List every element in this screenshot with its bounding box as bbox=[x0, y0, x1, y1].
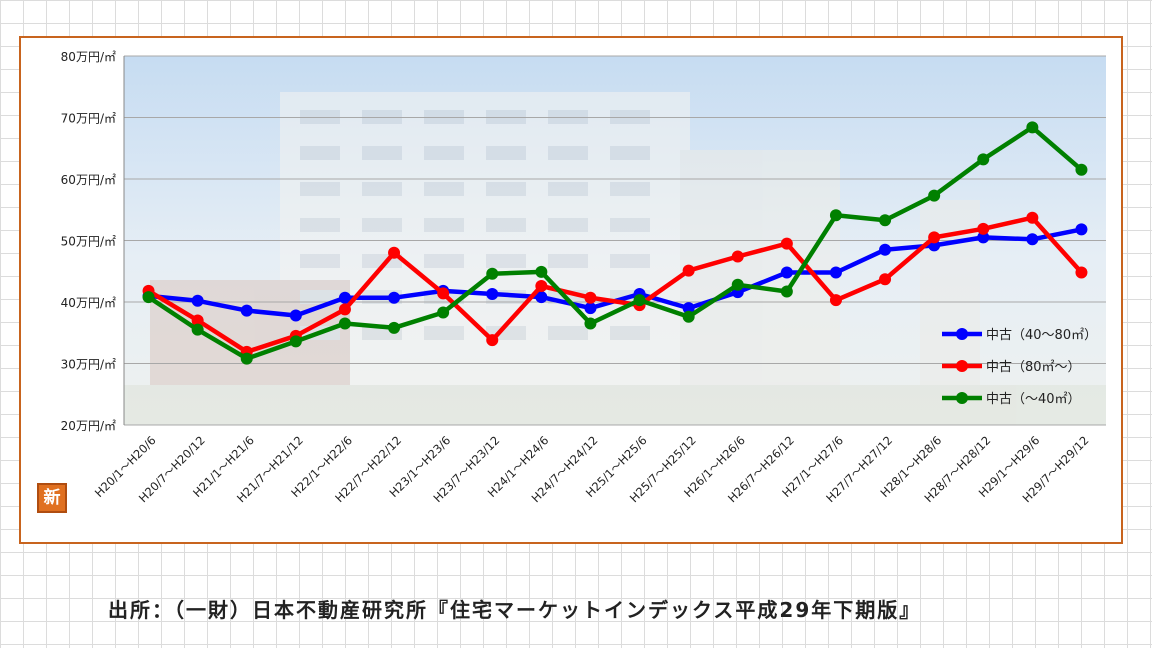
series-line-2 bbox=[147, 125, 1083, 361]
data-point bbox=[977, 153, 990, 166]
data-point bbox=[879, 273, 892, 286]
data-point bbox=[338, 303, 351, 316]
data-point bbox=[289, 309, 302, 322]
data-point bbox=[584, 291, 597, 304]
data-point bbox=[584, 302, 597, 315]
data-point bbox=[780, 285, 793, 298]
series-line-1 bbox=[147, 215, 1084, 355]
data-point bbox=[879, 243, 892, 256]
legend-marker bbox=[956, 392, 968, 404]
data-point bbox=[829, 266, 842, 279]
data-point bbox=[977, 222, 990, 235]
y-tick-label: 50万円/㎡ bbox=[61, 235, 116, 249]
data-point bbox=[142, 291, 155, 304]
legend-label: 中古（～40㎡） bbox=[986, 392, 1081, 407]
data-point bbox=[437, 306, 450, 319]
data-point bbox=[977, 231, 990, 244]
data-point bbox=[584, 317, 597, 330]
data-point bbox=[682, 264, 695, 277]
data-point bbox=[1075, 223, 1088, 236]
data-point bbox=[486, 334, 499, 347]
legend: 中古（40～80㎡） 中古（80㎡～） 中古（～40㎡） bbox=[942, 328, 1097, 407]
data-point bbox=[388, 246, 401, 259]
data-point bbox=[1026, 233, 1039, 246]
data-point bbox=[731, 250, 744, 263]
data-point bbox=[1075, 266, 1088, 279]
data-point bbox=[388, 291, 401, 304]
data-point bbox=[191, 294, 204, 307]
data-point bbox=[535, 291, 548, 304]
y-tick-label: 20万円/㎡ bbox=[61, 419, 116, 433]
data-point bbox=[682, 310, 695, 323]
data-point bbox=[780, 237, 793, 250]
data-point bbox=[191, 323, 204, 336]
data-point bbox=[437, 287, 450, 300]
y-tick-label: 40万円/㎡ bbox=[61, 296, 116, 310]
data-point bbox=[829, 209, 842, 222]
data-point bbox=[191, 314, 204, 327]
data-point bbox=[240, 352, 253, 365]
data-point bbox=[731, 278, 744, 291]
data-point bbox=[535, 280, 548, 293]
legend-marker bbox=[956, 360, 968, 372]
data-point bbox=[1026, 121, 1039, 134]
y-tick-label: 30万円/㎡ bbox=[61, 358, 116, 372]
y-tick-label: 70万円/㎡ bbox=[61, 112, 116, 126]
data-point bbox=[388, 321, 401, 334]
data-point bbox=[682, 302, 695, 315]
data-point bbox=[289, 335, 302, 348]
data-point bbox=[535, 265, 548, 278]
data-point bbox=[928, 189, 941, 202]
data-point bbox=[780, 266, 793, 279]
data-point bbox=[928, 231, 941, 244]
data-point bbox=[633, 294, 646, 307]
legend-label: 中古（80㎡～） bbox=[986, 360, 1081, 375]
data-point bbox=[338, 317, 351, 330]
legend-marker bbox=[956, 328, 968, 340]
data-point bbox=[829, 294, 842, 307]
data-point bbox=[240, 304, 253, 317]
data-point bbox=[1075, 163, 1088, 176]
y-tick-label: 80万円/㎡ bbox=[61, 50, 116, 64]
y-tick-label: 60万円/㎡ bbox=[61, 173, 116, 187]
legend-label: 中古（40～80㎡） bbox=[986, 328, 1097, 343]
logo-icon: 新 bbox=[37, 483, 67, 513]
data-point bbox=[486, 288, 499, 301]
data-point bbox=[338, 291, 351, 304]
data-point bbox=[486, 267, 499, 280]
data-point bbox=[1026, 211, 1039, 224]
data-point bbox=[879, 214, 892, 227]
source-caption: 出所：（一財）日本不動産研究所『住宅マーケットインデックス平成29年下期版』 bbox=[108, 598, 922, 622]
